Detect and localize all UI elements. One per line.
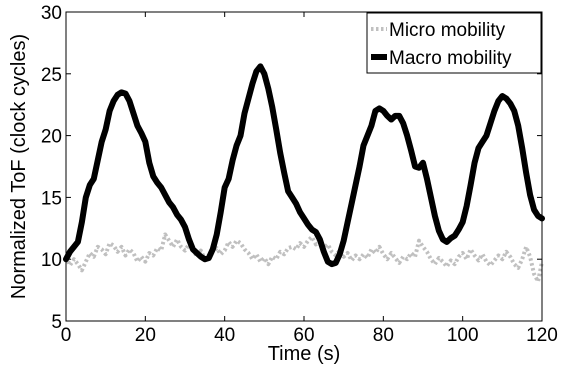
x-tick-label-60: 60 — [293, 325, 314, 346]
y-axis-label: Normalized ToF (clock cycles) — [8, 34, 30, 299]
legend: Micro mobility Macro mobility — [366, 12, 542, 74]
x-tick-label-20: 20 — [135, 325, 156, 346]
series-line-macro — [63, 63, 545, 268]
y-tick-label-5: 5 — [51, 312, 62, 333]
x-tick-label-0: 0 — [61, 325, 72, 346]
y-tick-label-20: 20 — [41, 127, 62, 148]
series-layer — [63, 63, 545, 284]
x-axis-label: Time (s) — [268, 343, 341, 365]
x-tick-label-80: 80 — [373, 325, 394, 346]
y-tick-label-30: 30 — [41, 3, 62, 24]
x-tick-label-120: 120 — [526, 325, 558, 346]
ticks-layer: 0 20 40 60 80 100 120 5 10 15 20 25 30 — [41, 3, 558, 346]
x-tick-label-40: 40 — [214, 325, 235, 346]
y-tick-label-15: 15 — [41, 188, 62, 209]
y-tick-label-10: 10 — [41, 250, 62, 271]
legend-label-macro: Macro mobility — [389, 48, 512, 69]
series-line-micro — [64, 232, 544, 284]
legend-box — [366, 12, 542, 74]
x-tick-label-100: 100 — [447, 325, 479, 346]
legend-label-micro: Micro mobility — [389, 20, 506, 41]
y-tick-label-25: 25 — [41, 65, 62, 86]
